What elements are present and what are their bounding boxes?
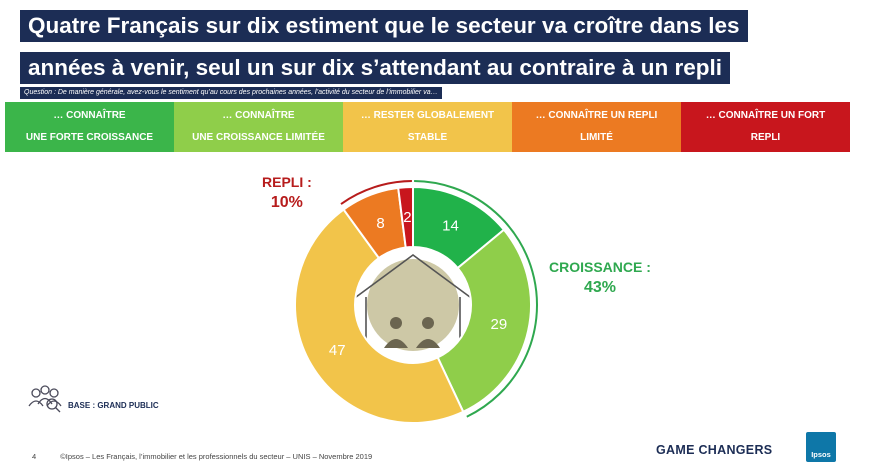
donut-slice-strong-decline bbox=[397, 185, 414, 249]
croissance-annotation-label: Croissance : bbox=[549, 259, 651, 275]
legend-item-limited-growth: … connaître une croissance limitée bbox=[174, 102, 343, 152]
ipsos-logo-text: Ipsos bbox=[811, 450, 831, 459]
slice-value-label-strong-growth: 14 bbox=[442, 217, 459, 234]
donut-slices bbox=[294, 185, 532, 424]
slice-value-label-strong-decline: 2 bbox=[403, 209, 411, 226]
slice-value-label-limited-decline: 8 bbox=[376, 215, 384, 232]
legend-item-line1: … connaître un fort bbox=[705, 110, 826, 121]
people-group-icon bbox=[28, 385, 62, 413]
legend: … connaître une forte croissance … connaî… bbox=[5, 102, 850, 152]
repli-bracket bbox=[340, 180, 412, 205]
footer: 4 ©Ipsos – Les Français, l’immobilier et… bbox=[32, 452, 372, 461]
group-brackets bbox=[340, 180, 538, 418]
footer-source: ©Ipsos – Les Français, l’immobilier et l… bbox=[60, 452, 373, 461]
survey-question: Question : De manière générale, avez-vou… bbox=[20, 87, 442, 99]
legend-item-line2: stable bbox=[407, 132, 448, 143]
donut-value-labels: 14 29 47 8 2 bbox=[329, 209, 507, 359]
legend-item-line2: repli bbox=[750, 132, 781, 143]
slice-value-label-limited-growth: 29 bbox=[491, 316, 508, 333]
couple-icon bbox=[384, 317, 440, 348]
base-note: Base : Grand public bbox=[26, 384, 159, 414]
legend-item-line1: … rester globalement bbox=[360, 110, 495, 121]
center-photo bbox=[367, 259, 459, 351]
ipsos-logo: Ipsos bbox=[806, 432, 836, 462]
legend-item-strong-decline: … connaître un fort repli bbox=[681, 102, 850, 152]
base-label: Base : Grand public bbox=[68, 401, 159, 410]
legend-item-line2: une forte croissance bbox=[25, 132, 154, 143]
page-title-line-1: Quatre Français sur dix estiment que le … bbox=[20, 10, 748, 42]
page-title-line-2: années à venir, seul un sur dix s’attend… bbox=[20, 52, 730, 84]
croissance-annotation-value: 43% bbox=[583, 279, 616, 296]
page-number: 4 bbox=[32, 452, 37, 461]
repli-annotation-value: 10% bbox=[270, 194, 303, 211]
legend-item-line1: … connaître bbox=[222, 110, 295, 121]
legend-item-line1: … connaître bbox=[53, 110, 126, 121]
donut-slice-stable bbox=[294, 208, 465, 424]
legend-item-strong-growth: … connaître une forte croissance bbox=[5, 102, 174, 152]
legend-item-line2: une croissance limitée bbox=[192, 132, 325, 143]
legend-item-line1: … connaître un repli bbox=[535, 110, 658, 121]
legend-item-line2: limité bbox=[580, 132, 613, 143]
slice-value-label-stable: 47 bbox=[329, 342, 346, 359]
croissance-annotation: Croissance : 43% bbox=[549, 259, 651, 297]
house-outline-icon bbox=[351, 254, 475, 345]
legend-item-limited-decline: … connaître un repli limité bbox=[512, 102, 681, 152]
donut-slice-limited-growth bbox=[436, 228, 532, 414]
game-changers-tagline: GAME CHANGERS bbox=[656, 443, 773, 457]
repli-annotation-label: Repli : bbox=[262, 174, 312, 190]
legend-item-stable: … rester globalement stable bbox=[343, 102, 512, 152]
croissance-bracket bbox=[414, 180, 538, 418]
repli-annotation: Repli : 10% bbox=[262, 174, 312, 212]
